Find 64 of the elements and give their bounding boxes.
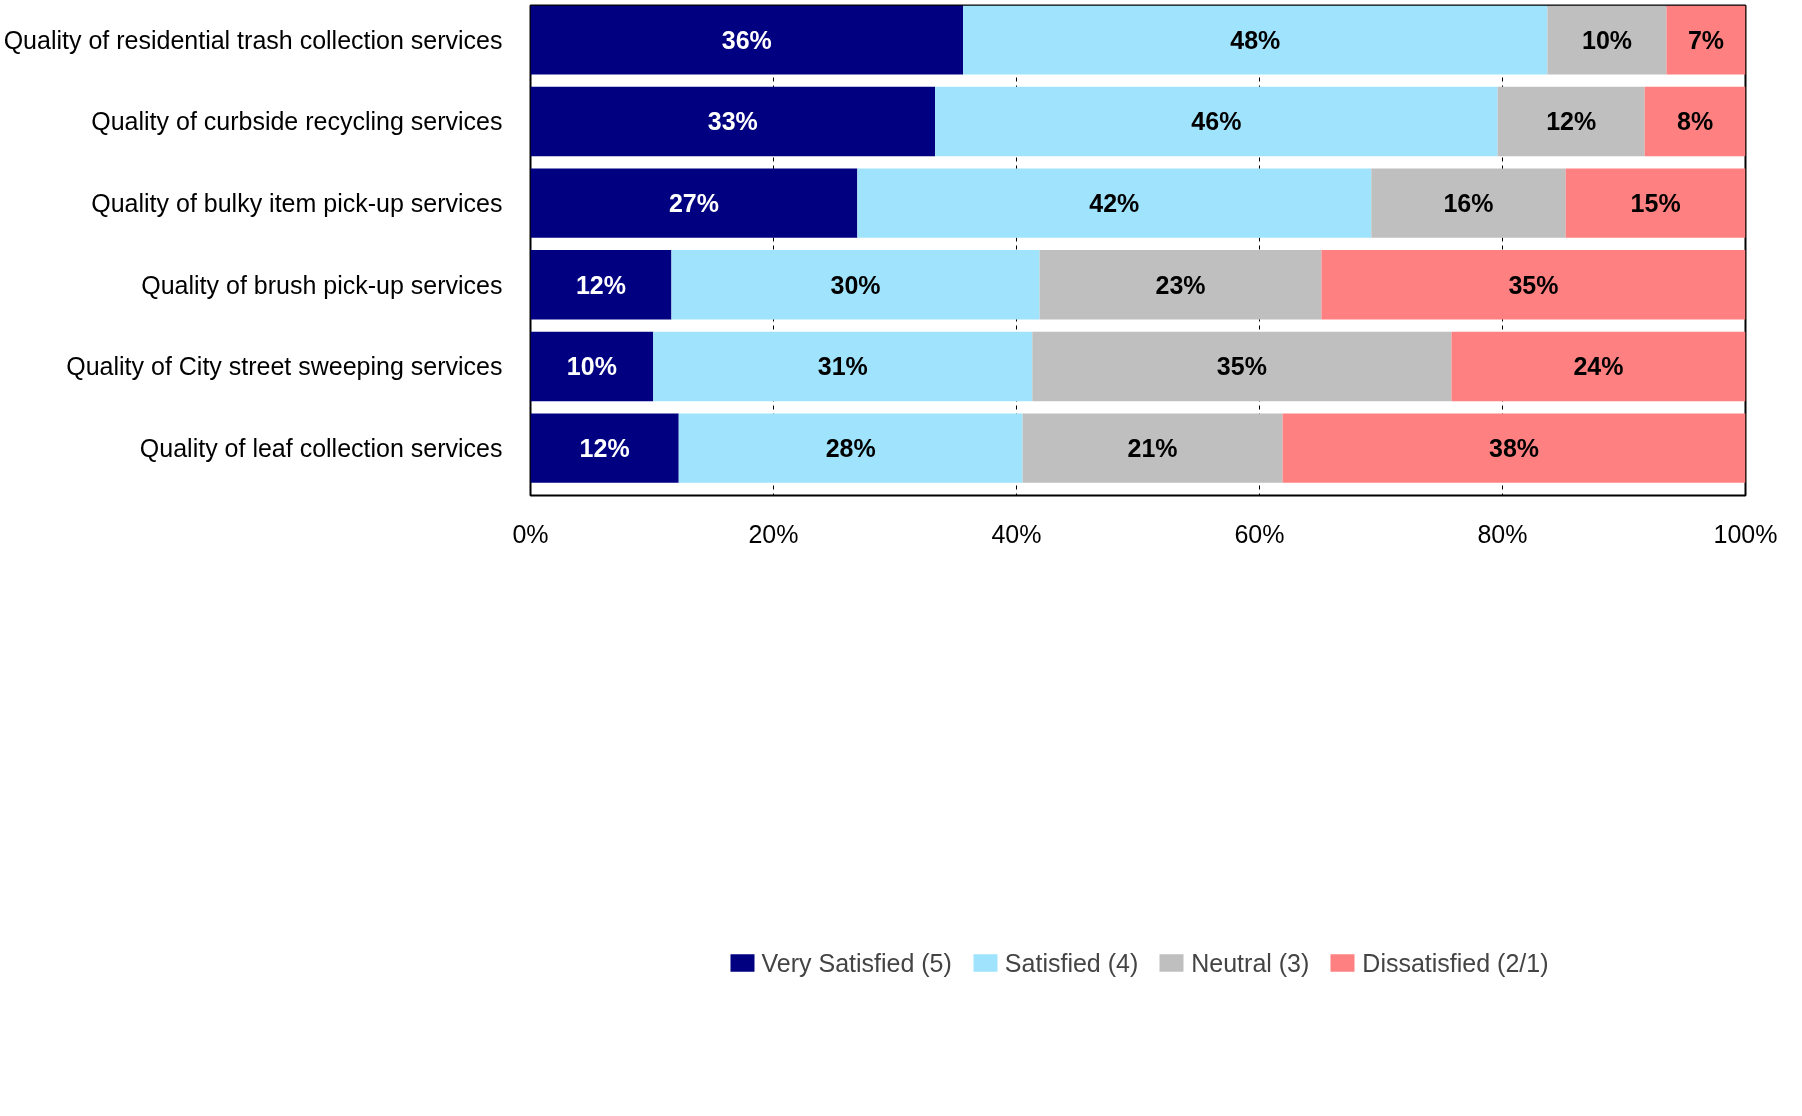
x-tick-label: 100%	[1713, 519, 1778, 548]
bar	[1282, 413, 1746, 483]
y-tick-label: Quality of curbside recycling services	[91, 107, 503, 136]
data-label: 35%	[1216, 352, 1267, 381]
bar	[530, 331, 654, 402]
bar	[935, 86, 1498, 157]
data-label: 8%	[1677, 107, 1714, 136]
data-label: 33%	[707, 107, 758, 136]
bar	[1371, 168, 1566, 238]
legend-label: Very Satisfied (5)	[761, 948, 952, 978]
data-label: 10%	[566, 352, 617, 381]
bar	[530, 5, 964, 75]
data-label: 35%	[1508, 270, 1559, 299]
bar	[530, 168, 858, 238]
bar	[530, 86, 936, 157]
bar	[857, 168, 1372, 238]
data-label: 10%	[1581, 25, 1633, 54]
data-label: 48%	[1230, 25, 1281, 54]
bar	[1666, 5, 1746, 75]
bar	[671, 250, 1040, 320]
data-label: 16%	[1443, 189, 1494, 218]
bar	[1321, 250, 1746, 320]
bar	[1565, 168, 1746, 238]
data-label: 36%	[721, 25, 772, 54]
y-tick-label: Quality of leaf collection services	[139, 434, 503, 463]
y-tick-label: Quality of bulky item pick-up services	[91, 189, 503, 218]
bar	[1644, 86, 1746, 157]
data-label: 24%	[1573, 352, 1624, 381]
x-tick-label: 40%	[991, 519, 1042, 548]
data-label: 28%	[825, 434, 876, 463]
x-tick-label: 80%	[1477, 519, 1528, 548]
data-label: 21%	[1127, 434, 1178, 463]
legend-label: Dissatisfied (2/1)	[1362, 948, 1549, 978]
bar	[1022, 413, 1283, 483]
bar	[678, 413, 1023, 483]
data-label: 12%	[579, 434, 630, 463]
y-tick-label: Quality of brush pick-up services	[141, 270, 503, 299]
bar	[653, 331, 1033, 402]
data-label: 12%	[575, 270, 626, 299]
bar	[1547, 5, 1667, 75]
bar	[530, 413, 679, 483]
data-label: 30%	[830, 270, 881, 299]
bar	[1451, 331, 1746, 402]
y-tick-label: Quality of City street sweeping services	[66, 352, 503, 381]
data-label: 23%	[1155, 270, 1206, 299]
data-label: 42%	[1089, 189, 1140, 218]
bar	[963, 5, 1548, 75]
legend-label: Neutral (3)	[1191, 948, 1310, 978]
data-label: 15%	[1630, 189, 1681, 218]
data-label: 31%	[817, 352, 868, 381]
x-tick-label: 0%	[512, 519, 549, 548]
data-label: 46%	[1191, 107, 1242, 136]
bar	[530, 250, 672, 320]
data-label: 7%	[1687, 25, 1725, 54]
data-label: 12%	[1546, 107, 1597, 136]
bar	[1497, 86, 1645, 157]
x-tick-label: 60%	[1234, 519, 1285, 548]
bar	[1039, 250, 1322, 320]
data-label: 27%	[668, 189, 719, 218]
x-tick-label: 20%	[748, 519, 799, 548]
data-label: 38%	[1489, 434, 1540, 463]
legend-label: Satisfied (4)	[1004, 948, 1139, 978]
bar	[1032, 331, 1452, 402]
y-tick-label: Quality of residential trash collection services	[3, 25, 503, 54]
